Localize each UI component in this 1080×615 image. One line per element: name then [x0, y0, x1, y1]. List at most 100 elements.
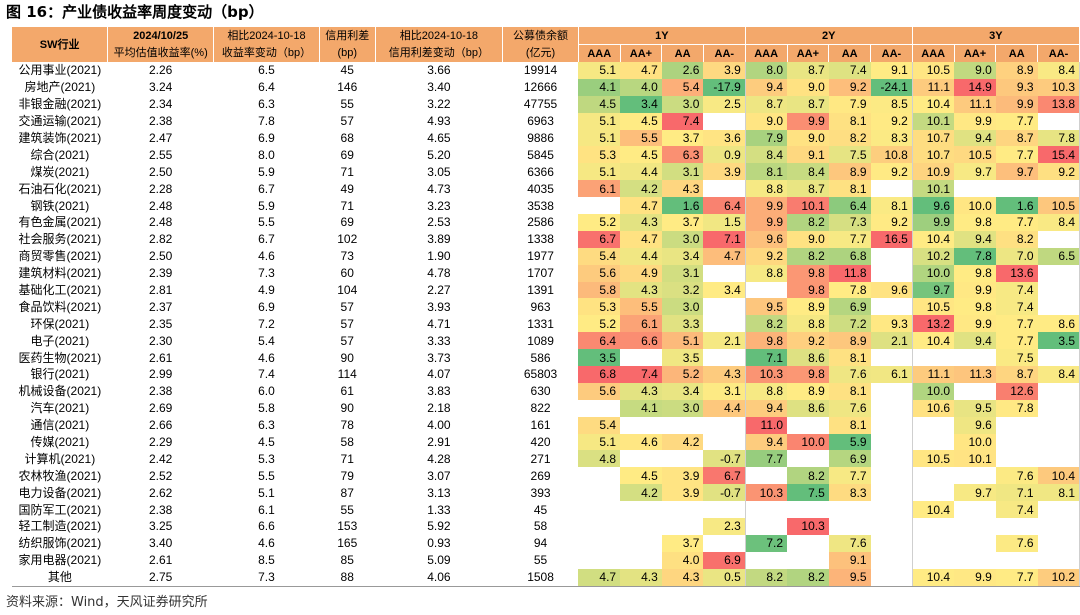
rating-change-cell: 10.7 — [912, 146, 955, 164]
credit-spread-cell: 71 — [340, 451, 354, 466]
rating-change-cell — [578, 400, 620, 417]
avg-yield-cell: 2.62 — [149, 485, 173, 500]
rating-change-cell — [745, 467, 787, 484]
rating-change-cell — [703, 315, 746, 333]
table-row: 食品饮料(2021) 2.37 6.9 57 3.93 963 5.3 5.5 3.0 9.5 8.… — [12, 298, 1080, 316]
spread-change-cell: 2.27 — [427, 283, 451, 298]
rating-change-cell — [745, 518, 787, 535]
rating-change-cell: 4.8 — [578, 450, 621, 468]
rating-change-cell: 4.2 — [620, 180, 662, 198]
rating-change-cell: 7.4 — [995, 281, 1038, 299]
yield-change-cell: 8.0 — [258, 147, 275, 162]
rating-change-cell: 4.4 — [620, 247, 662, 265]
industry-cell: 社会服务(2021) — [18, 232, 102, 247]
table-row: 通信(2021) 2.66 6.3 78 4.00 161 5.4 11.0 8.1 9.6 — [12, 416, 1080, 434]
credit-spread-cell: 90 — [340, 350, 354, 365]
rating-change-cell — [620, 450, 662, 467]
rating-change-cell: 7.2 — [745, 534, 788, 552]
spread-change-cell: 4.78 — [427, 266, 451, 281]
rating-change-cell: 4.9 — [620, 264, 662, 282]
rating-change-cell: 2.6 — [661, 62, 704, 79]
rating-change-cell: 10.1 — [954, 450, 996, 468]
rating-change-cell: 9.2 — [745, 247, 788, 265]
rating-change-cell — [620, 552, 662, 569]
rating-change-cell: 9.8 — [787, 281, 829, 299]
rating-change-cell: 9.7 — [995, 163, 1038, 181]
table-row: 环保(2021) 2.35 7.2 57 4.71 1331 5.2 6.1 3.3 8.2 8.8… — [12, 315, 1080, 333]
rating-change-cell — [912, 434, 954, 451]
rating-change-cell: 5.1 — [661, 332, 704, 350]
credit-spread-cell: 57 — [340, 114, 354, 129]
rating-change-cell: 10.0 — [912, 264, 955, 282]
industry-cell: 轻工制造(2021) — [18, 519, 102, 534]
rating-change-cell: 7.7 — [995, 315, 1038, 333]
table-row: 公用事业(2021) 2.26 6.5 45 3.66 19914 5.1 4.7 2.6 3.9… — [12, 62, 1080, 79]
credit-spread-cell: 153 — [337, 519, 358, 534]
rating-change-cell — [870, 501, 913, 519]
rating-change-cell — [996, 434, 1038, 451]
yield-change-cell: 5.3 — [258, 451, 275, 466]
rating-change-cell — [1037, 298, 1080, 316]
avg-yield-cell: 2.48 — [149, 215, 173, 230]
industry-cell: 公用事业(2021) — [18, 63, 102, 78]
rating-change-cell: 11.0 — [745, 416, 788, 434]
rating-change-cell: 9.8 — [787, 366, 829, 383]
rating-change-cell — [870, 467, 913, 485]
table-body: 公用事业(2021) 2.26 6.5 45 3.66 19914 5.1 4.7 2.6 3.9… — [12, 62, 1080, 587]
rating-change-cell: 9.9 — [787, 112, 829, 130]
yield-change-cell: 6.7 — [258, 181, 275, 196]
rating-change-cell: 8.7 — [745, 95, 788, 113]
rating-change-cell: 9.6 — [870, 281, 913, 299]
spread-change-cell: 0.93 — [427, 536, 451, 551]
rating-change-cell: 11.1 — [912, 366, 955, 383]
rating-change-cell: 8.2 — [787, 568, 829, 587]
rating-change-cell: 9.9 — [954, 112, 996, 130]
rating-change-cell: 7.4 — [995, 501, 1038, 519]
header-rating-2y-aaplus: AA+ — [787, 44, 830, 62]
header-chg-bot: 收益率变动（bp） — [213, 44, 320, 62]
rating-change-cell: 4.7 — [703, 247, 746, 265]
rating-change-cell: 7.7 — [745, 450, 788, 468]
rating-change-cell: 6.7 — [703, 467, 746, 485]
spread-change-cell: 4.65 — [427, 131, 451, 145]
rating-change-cell: 10.4 — [912, 230, 955, 248]
rating-change-cell: 5.5 — [620, 129, 662, 147]
rating-change-cell: 5.2 — [578, 214, 621, 231]
avg-yield-cell: 2.48 — [149, 198, 173, 213]
rating-change-cell — [620, 501, 662, 518]
yield-change-cell: 6.9 — [258, 131, 275, 145]
rating-change-cell: 6.5 — [1037, 247, 1080, 265]
header-spchg-bot: 信用利差变动（bp） — [375, 44, 504, 62]
header-rating-2y-aa: AA — [828, 44, 871, 62]
rating-change-cell: 9.8 — [954, 214, 996, 231]
rating-change-cell: 13.6 — [995, 264, 1038, 282]
industry-cell: 通信(2021) — [30, 418, 90, 433]
bond-balance-cell: 4035 — [527, 181, 554, 196]
rating-change-cell: 4.5 — [620, 112, 662, 130]
rating-change-cell: 6.4 — [578, 332, 621, 350]
credit-spread-cell: 104 — [337, 283, 358, 298]
bond-balance-cell: 2586 — [527, 215, 554, 230]
header-bal-top: 公募债余额 — [502, 27, 579, 45]
rating-change-cell — [703, 112, 746, 130]
rating-change-cell: 8.2 — [787, 214, 829, 231]
avg-yield-cell: 2.52 — [149, 468, 173, 483]
table-row: 综合(2021) 2.55 8.0 69 5.20 5845 5.3 4.5 6.3 0.9 8.4… — [12, 146, 1080, 164]
avg-yield-cell: 2.34 — [149, 97, 173, 112]
rating-change-cell: -0.7 — [703, 484, 746, 502]
header-spchg-top: 相比2024-10-18 — [375, 27, 504, 45]
rating-change-cell: 3.0 — [661, 95, 704, 113]
rating-change-cell — [954, 535, 996, 552]
rating-change-cell: 7.0 — [995, 247, 1038, 265]
spread-change-cell: 3.22 — [427, 97, 451, 112]
header-rating-1y-aaminus: AA- — [703, 44, 746, 62]
rating-change-cell: 3.6 — [703, 129, 746, 147]
bond-balance-cell: 271 — [530, 451, 551, 466]
rating-change-cell: 10.1 — [787, 197, 829, 215]
rating-change-cell: 0.9 — [703, 146, 746, 164]
rating-change-cell: 3.7 — [661, 129, 704, 147]
yield-change-cell: 7.4 — [258, 367, 275, 382]
rating-change-cell: 4.3 — [620, 382, 662, 400]
yield-change-cell: 4.5 — [258, 435, 275, 450]
bond-balance-cell: 822 — [530, 401, 551, 416]
